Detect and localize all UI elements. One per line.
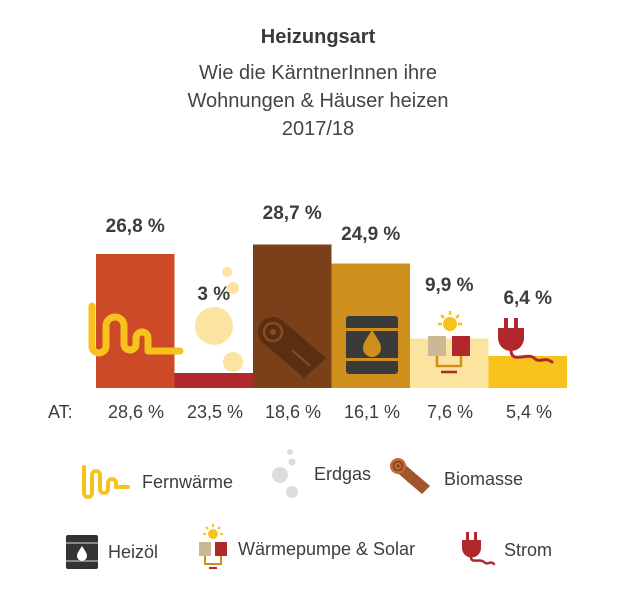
at-label: AT: (48, 402, 73, 422)
chart-subtitle-line-2: Wohnungen & Häuser heizen (187, 90, 449, 112)
chart-subtitle-line-1: Wie die KärntnerInnen ihre (199, 62, 437, 84)
electric-plug-icon (498, 318, 554, 364)
legend-label-strom: Strom (504, 539, 553, 560)
at-value-strom: 5,4 % (505, 402, 553, 422)
value-label-erdgas: 3 % (197, 284, 230, 305)
pipe-icon (88, 302, 184, 357)
legend-label-fernwaerme: Fernwärme (142, 471, 234, 492)
chart-title: Heizungsart (260, 26, 376, 48)
at-value-biomasse: 18,6 % (264, 402, 322, 422)
chart-subtitle-line-3: 2017/18 (281, 118, 355, 140)
at-value-erdgas: 23,5 % (186, 402, 244, 422)
heat-pump-solar-icon (428, 311, 470, 374)
heat-pump-solar-icon (199, 524, 227, 569)
electric-plug-icon (462, 532, 496, 566)
legend-fernwaerme: Fernwärme (78, 463, 233, 501)
legend-label-biomasse: Biomasse (444, 468, 524, 489)
legend-label-erdgas: Erdgas (314, 463, 372, 484)
pipe-icon (82, 465, 130, 499)
bar-waermepumpe-solar (410, 338, 489, 388)
bar-erdgas (174, 373, 253, 388)
log-icon (390, 458, 430, 494)
legend-waermepumpe-solar: Wärmepumpe & Solar (196, 524, 415, 574)
at-value-heizoel: 16,1 % (343, 402, 401, 422)
legend-label-heizoel: Heizöl (108, 541, 159, 562)
log-icon (258, 317, 326, 378)
oil-barrel-icon (66, 535, 98, 569)
value-label-fernwaerme: 26,8 % (106, 216, 165, 237)
value-label-strom: 6,4 % (503, 288, 552, 309)
legend-erdgas: Erdgas (266, 448, 371, 500)
legend-label-waermepumpe-solar: Wärmepumpe & Solar (238, 538, 416, 559)
value-label-heizoel: 24,9 % (341, 224, 400, 245)
at-value-fernwaerme: 28,6 % (107, 402, 165, 422)
value-label-waermepumpe-solar: 9,9 % (425, 275, 474, 296)
value-label-biomasse: 28,7 % (263, 203, 322, 224)
legend-biomasse: Biomasse (388, 456, 523, 502)
at-value-waermepumpe-solar: 7,6 % (426, 402, 474, 422)
gas-bubbles-icon (272, 449, 298, 498)
bar-chart: 26,8 % 3 % 28,7 % 24,9 % 9,9 % 6,4 % (88, 203, 567, 388)
legend-heizoel: Heizöl (64, 533, 158, 571)
bar-strom (488, 356, 567, 388)
legend-strom: Strom (460, 532, 552, 568)
gas-bubbles-icon (195, 267, 243, 372)
oil-barrel-icon (346, 316, 398, 374)
